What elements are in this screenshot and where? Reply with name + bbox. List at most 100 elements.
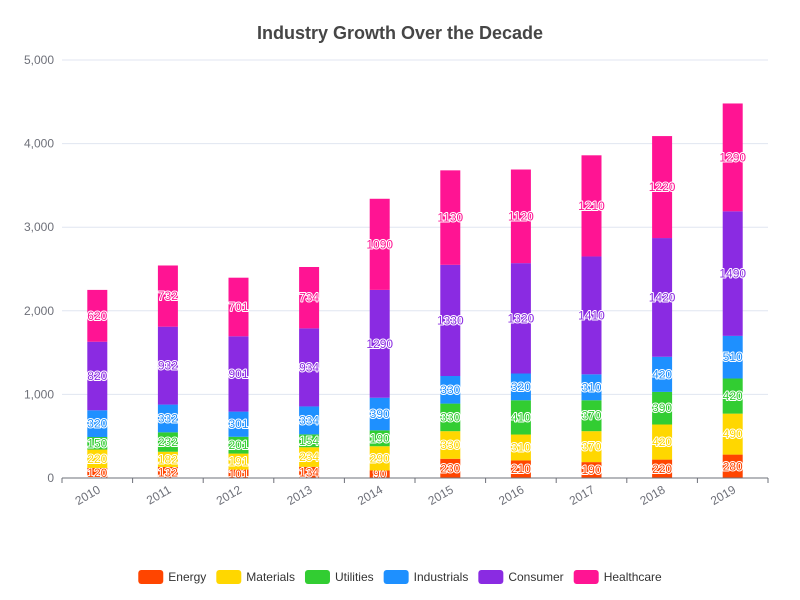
bar-value-label: 370 xyxy=(581,440,601,454)
bar-segment[interactable] xyxy=(581,374,602,401)
bar-segment[interactable] xyxy=(228,277,249,337)
bar-segment[interactable] xyxy=(652,459,673,478)
bar-segment[interactable] xyxy=(369,198,390,290)
legend-swatch xyxy=(383,570,409,584)
bar-value-label: 410 xyxy=(511,410,531,424)
bar-value-label: 210 xyxy=(511,462,531,476)
bar-value-label: 620 xyxy=(87,309,107,323)
bar-segment[interactable] xyxy=(369,289,390,398)
bar-segment[interactable] xyxy=(299,466,320,478)
bar-segment[interactable] xyxy=(87,289,108,342)
bar-value-label: 1320 xyxy=(508,311,535,325)
legend-item[interactable]: Materials xyxy=(216,570,295,584)
bar-segment[interactable] xyxy=(157,466,178,478)
bar-segment[interactable] xyxy=(228,336,249,412)
bar-value-label: 320 xyxy=(87,417,107,431)
bar-segment[interactable] xyxy=(722,211,743,336)
bar-segment[interactable] xyxy=(510,373,531,401)
bar-value-label: 232 xyxy=(158,435,178,449)
legend-label: Energy xyxy=(168,570,206,584)
bar-segment[interactable] xyxy=(581,431,602,463)
bar-segment[interactable] xyxy=(722,454,743,478)
bar-segment[interactable] xyxy=(299,434,320,448)
bar-segment[interactable] xyxy=(581,256,602,375)
bar-value-label: 330 xyxy=(440,438,460,452)
bar-segment[interactable] xyxy=(440,403,461,432)
bar-segment[interactable] xyxy=(510,263,531,374)
legend[interactable]: Energy Materials Utilities Industrials Consu… xyxy=(138,570,662,584)
bar-value-label: 330 xyxy=(440,383,460,397)
x-tick-label: 2018 xyxy=(637,482,667,508)
bar-segment[interactable] xyxy=(157,432,178,452)
bar-segment[interactable] xyxy=(581,155,602,257)
x-tick-label: 2019 xyxy=(708,482,738,508)
y-tick-label: 5,000 xyxy=(24,53,54,67)
bar-segment[interactable] xyxy=(87,341,108,411)
bar-segment[interactable] xyxy=(157,404,178,433)
legend-item[interactable]: Industrials xyxy=(383,570,469,584)
bar-segment[interactable] xyxy=(369,470,390,478)
grid-lines xyxy=(62,59,768,395)
bar-segment[interactable] xyxy=(510,434,531,461)
bar-segment[interactable] xyxy=(228,411,249,437)
bar-segment[interactable] xyxy=(510,460,531,478)
bar-segment[interactable] xyxy=(369,446,390,471)
bar-segment[interactable] xyxy=(157,326,178,405)
bar-value-label: 280 xyxy=(723,459,743,473)
bar-segment[interactable] xyxy=(299,406,320,435)
bar-segment[interactable] xyxy=(157,451,178,467)
bar-segment[interactable] xyxy=(157,265,178,327)
y-tick-label: 0 xyxy=(47,471,54,485)
bar-segment[interactable] xyxy=(369,430,390,447)
bar-segment[interactable] xyxy=(722,378,743,414)
bar-segment[interactable] xyxy=(581,400,602,432)
bar-segment[interactable] xyxy=(440,458,461,478)
legend-item[interactable]: Healthcare xyxy=(573,570,662,584)
bar-value-label: 420 xyxy=(652,367,672,381)
legend-swatch xyxy=(216,570,242,584)
bar-value-label: 132 xyxy=(158,465,178,479)
bar-value-label: 234 xyxy=(299,450,319,464)
bar-segment[interactable] xyxy=(87,437,108,450)
bar-segment[interactable] xyxy=(652,136,673,239)
bar-segment[interactable] xyxy=(369,397,390,431)
bar-segment[interactable] xyxy=(440,376,461,404)
bar-segment[interactable] xyxy=(87,410,108,438)
bar-value-label: 290 xyxy=(370,451,390,465)
bar-segment[interactable] xyxy=(440,431,461,459)
bar-segment[interactable] xyxy=(652,238,673,357)
y-tick-label: 1,000 xyxy=(24,387,54,401)
bar-value-label: 320 xyxy=(511,380,531,394)
bar-segment[interactable] xyxy=(722,335,743,379)
bar-value-label: 420 xyxy=(652,435,672,449)
x-tick-label: 2016 xyxy=(496,482,526,508)
bar-value-label: 230 xyxy=(440,461,460,475)
bar-segment[interactable] xyxy=(299,266,320,329)
bar-segment[interactable] xyxy=(722,103,743,212)
bar-segment[interactable] xyxy=(87,467,108,478)
legend-label: Healthcare xyxy=(604,570,662,584)
legend-item[interactable]: Energy xyxy=(138,570,206,584)
bar-value-label: 1120 xyxy=(508,209,534,223)
bar-segment[interactable] xyxy=(440,170,461,265)
bar-segment[interactable] xyxy=(228,436,249,454)
bar-segment[interactable] xyxy=(87,449,108,468)
bar-segment[interactable] xyxy=(510,400,531,435)
bar-segment[interactable] xyxy=(440,264,461,377)
bar-segment[interactable] xyxy=(299,447,320,467)
bar-segment[interactable] xyxy=(652,424,673,460)
chart-title: Industry Growth Over the Decade xyxy=(257,23,543,43)
bar-segment[interactable] xyxy=(299,328,320,407)
legend-item[interactable]: Consumer xyxy=(478,570,564,584)
legend-item[interactable]: Utilities xyxy=(304,570,374,584)
bar-segment[interactable] xyxy=(652,391,673,425)
bar-segment[interactable] xyxy=(722,413,743,455)
y-tick-label: 4,000 xyxy=(24,137,54,151)
bar-segment[interactable] xyxy=(581,462,602,478)
bar-value-label: 310 xyxy=(581,380,601,394)
bar-value-label: 510 xyxy=(723,350,743,364)
bar-segment[interactable] xyxy=(228,469,249,478)
bar-segment[interactable] xyxy=(652,356,673,392)
bar-segment[interactable] xyxy=(510,169,531,264)
bar-segment[interactable] xyxy=(228,453,249,470)
